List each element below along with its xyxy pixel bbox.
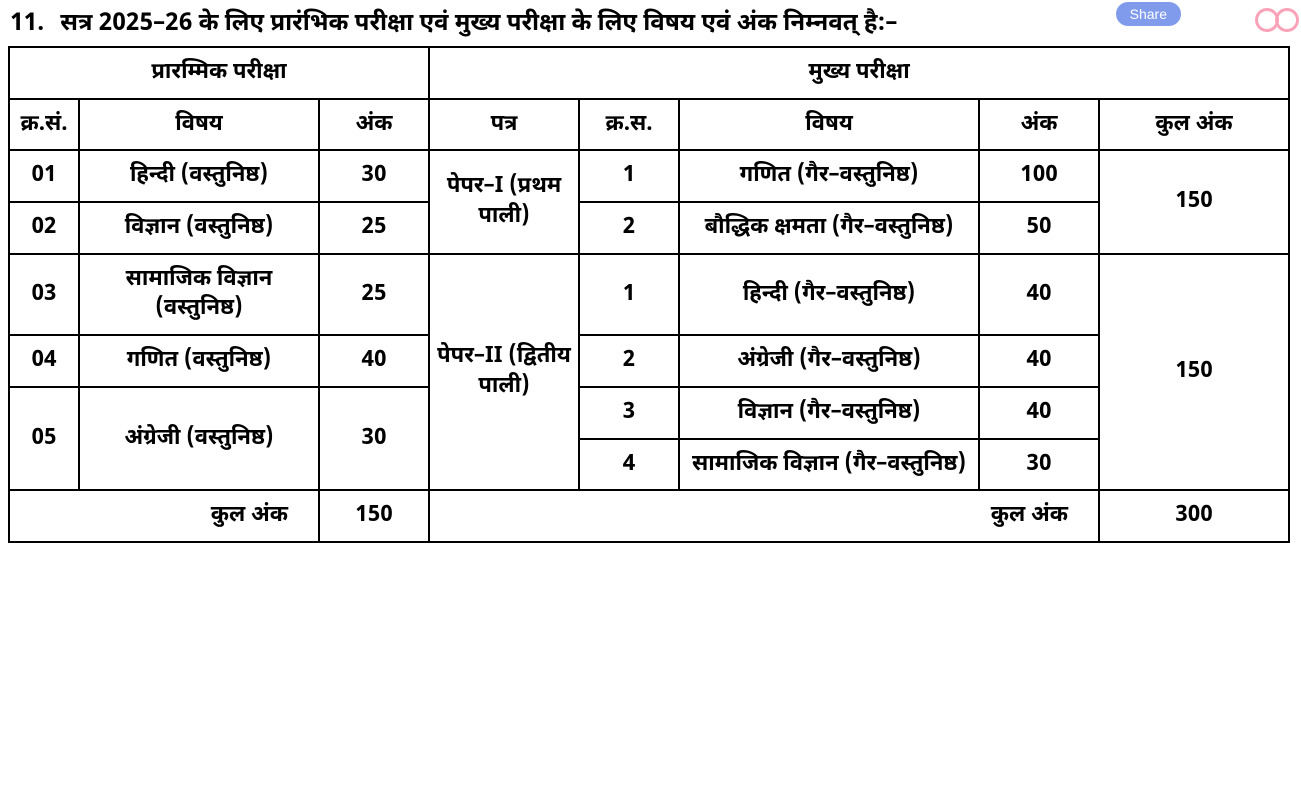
main-total-label: कुल अंक	[429, 490, 1099, 542]
title-text: सत्र 2025–26 के लिए प्रारंभिक परीक्षा एव…	[60, 8, 897, 40]
cell-m-subject: अंग्रेजी (गैर–वस्तुनिष्ठ)	[679, 335, 979, 387]
prelim-section-header: प्रारम्मिक परीक्षा	[9, 47, 429, 99]
table-footer-row: कुल अंक 150 कुल अंक 300	[9, 490, 1289, 542]
cell-m-marks: 40	[979, 254, 1099, 335]
cell-p-marks: 40	[319, 335, 429, 387]
cell-m-sno: 3	[579, 387, 679, 439]
cell-paper1-total: 150	[1099, 150, 1289, 253]
cell-p-subject: गणित (वस्तुनिष्ठ)	[79, 335, 319, 387]
hdr-sno-prelim: क्र.सं.	[9, 99, 79, 151]
cell-m-subject: बौद्धिक क्षमता (गैर–वस्तुनिष्ठ)	[679, 202, 979, 254]
cell-m-subject: हिन्दी (गैर–वस्तुनिष्ठ)	[679, 254, 979, 335]
table-row: 05 अंग्रेजी (वस्तुनिष्ठ) 30 3 विज्ञान (ग…	[9, 387, 1289, 439]
prelim-total-label: कुल अंक	[9, 490, 319, 542]
cell-p-marks: 25	[319, 254, 429, 335]
share-badge[interactable]: Share	[1116, 2, 1181, 26]
title-number: 11.	[10, 8, 54, 40]
cell-p-sno: 04	[9, 335, 79, 387]
cell-m-sno: 2	[579, 202, 679, 254]
cell-p-sno: 01	[9, 150, 79, 202]
cell-p-marks: 30	[319, 387, 429, 490]
cell-m-marks: 30	[979, 439, 1099, 491]
cell-paper-1: पेपर–I (प्रथम पाली)	[429, 150, 579, 253]
cell-p-subject: अंग्रेजी (वस्तुनिष्ठ)	[79, 387, 319, 490]
cell-p-sno: 02	[9, 202, 79, 254]
hdr-subject-prelim: विषय	[79, 99, 319, 151]
cell-m-marks: 40	[979, 387, 1099, 439]
cell-m-sno: 2	[579, 335, 679, 387]
hdr-marks-main: अंक	[979, 99, 1099, 151]
prelim-total-value: 150	[319, 490, 429, 542]
table-section-header-row: प्रारम्मिक परीक्षा मुख्य परीक्षा	[9, 47, 1289, 99]
cell-m-sno: 1	[579, 150, 679, 202]
main-total-value: 300	[1099, 490, 1289, 542]
cell-m-subject: सामाजिक विज्ञान (गैर–वस्तुनिष्ठ)	[679, 439, 979, 491]
cell-p-subject: विज्ञान (वस्तुनिष्ठ)	[79, 202, 319, 254]
cell-p-sno: 05	[9, 387, 79, 490]
cell-p-marks: 30	[319, 150, 429, 202]
cell-m-marks: 40	[979, 335, 1099, 387]
cell-p-marks: 25	[319, 202, 429, 254]
cell-m-sno: 4	[579, 439, 679, 491]
table-row: 01 हिन्दी (वस्तुनिष्ठ) 30 पेपर–I (प्रथम …	[9, 150, 1289, 202]
cell-m-subject: विज्ञान (गैर–वस्तुनिष्ठ)	[679, 387, 979, 439]
table-row: 03 सामाजिक विज्ञान (वस्तुनिष्ठ) 25 पेपर–…	[9, 254, 1289, 335]
share-label: Share	[1130, 6, 1167, 22]
table-row: 04 गणित (वस्तुनिष्ठ) 40 2 अंग्रेजी (गैर–…	[9, 335, 1289, 387]
hdr-marks-prelim: अंक	[319, 99, 429, 151]
cell-p-sno: 03	[9, 254, 79, 335]
cell-m-sno: 1	[579, 254, 679, 335]
exam-scheme-table: प्रारम्मिक परीक्षा मुख्य परीक्षा क्र.सं.…	[8, 46, 1290, 543]
cell-p-subject: सामाजिक विज्ञान (वस्तुनिष्ठ)	[79, 254, 319, 335]
page-title: 11. सत्र 2025–26 के लिए प्रारंभिक परीक्ष…	[8, 8, 1293, 40]
table-column-header-row: क्र.सं. विषय अंक पत्र क्र.स. विषय अंक कु…	[9, 99, 1289, 151]
cell-p-subject: हिन्दी (वस्तुनिष्ठ)	[79, 150, 319, 202]
cell-m-subject: गणित (गैर–वस्तुनिष्ठ)	[679, 150, 979, 202]
hdr-total-marks: कुल अंक	[1099, 99, 1289, 151]
hdr-paper: पत्र	[429, 99, 579, 151]
hdr-subject-main: विषय	[679, 99, 979, 151]
corner-ornament-icon	[1253, 0, 1301, 48]
table-row: 02 विज्ञान (वस्तुनिष्ठ) 25 2 बौद्धिक क्ष…	[9, 202, 1289, 254]
cell-paper-2: पेपर–II (द्वितीय पाली)	[429, 254, 579, 490]
cell-m-marks: 50	[979, 202, 1099, 254]
cell-m-marks: 100	[979, 150, 1099, 202]
cell-paper2-total: 150	[1099, 254, 1289, 490]
hdr-sno-main: क्र.स.	[579, 99, 679, 151]
main-section-header: मुख्य परीक्षा	[429, 47, 1289, 99]
